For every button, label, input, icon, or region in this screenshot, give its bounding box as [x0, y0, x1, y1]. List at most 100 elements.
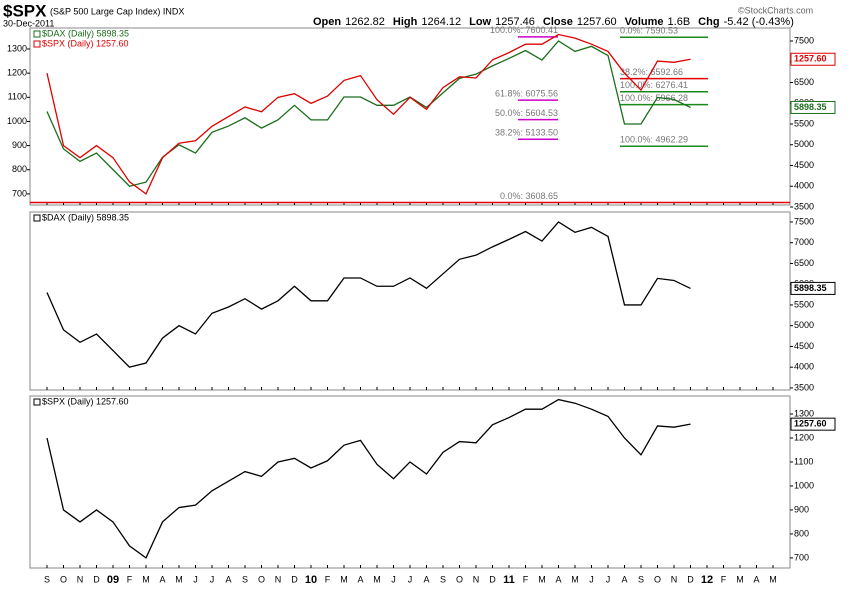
last-value-label: 1257.60	[794, 419, 827, 429]
x-tick-label: O	[654, 574, 661, 584]
fib-label: 0.0%: 7590.53	[620, 26, 678, 36]
x-tick-label: N	[473, 574, 480, 584]
y2-tick-label: 1300	[794, 408, 814, 418]
quote-label: High	[393, 16, 418, 28]
date: 30-Dec-2011	[3, 18, 54, 28]
x-tick-label: A	[225, 574, 231, 584]
x-tick-label: N	[275, 574, 282, 584]
y2-tick-label: 5500	[794, 118, 814, 128]
x-tick-label: M	[175, 574, 183, 584]
x-tick-label: D	[687, 574, 694, 584]
quote-value: 1264.12	[421, 16, 461, 28]
x-tick-label: 10	[305, 574, 317, 586]
x-tick-label: S	[638, 574, 644, 584]
y2-tick-label: 5000	[794, 320, 814, 330]
legend-entry: $DAX (Daily) 5898.35	[42, 212, 129, 222]
x-tick-label: D	[489, 574, 496, 584]
y2-tick-label: 800	[794, 528, 809, 538]
price-line	[46, 398, 691, 559]
x-tick-label: O	[258, 574, 265, 584]
x-tick-label: J	[391, 574, 396, 584]
x-tick-label: M	[340, 574, 348, 584]
x-tick-label: F	[523, 574, 529, 584]
quote-value: -5.42 (-0.43%)	[724, 16, 794, 28]
x-tick-label: A	[159, 574, 165, 584]
y2-tick-label: 6500	[794, 258, 814, 268]
y2-tick-label: 7500	[794, 35, 814, 45]
x-tick-label: 09	[107, 574, 119, 586]
x-tick-label: A	[621, 574, 627, 584]
legend-icon	[33, 398, 41, 406]
y2-tick-label: 5500	[794, 299, 814, 309]
x-tick-label: F	[127, 574, 133, 584]
x-tick-label: S	[44, 574, 50, 584]
quote-value: 1257.60	[577, 16, 617, 28]
quote-value: 1262.82	[345, 16, 385, 28]
y2-tick-label: 4000	[794, 181, 814, 191]
price-line	[46, 221, 691, 368]
quote-label: Low	[469, 16, 491, 28]
symbol-name: (S&P 500 Large Cap Index) INDX	[50, 6, 184, 16]
x-tick-label: D	[291, 574, 298, 584]
y2-tick-label: 3500	[794, 201, 814, 211]
quote-value: 1.6B	[668, 16, 691, 28]
y-tick-label: 900	[12, 140, 27, 150]
last-value-tag	[790, 417, 836, 431]
quote-value: 1257.46	[495, 16, 535, 28]
fib-label: 100.0%: 6276.41	[620, 80, 688, 90]
x-tick-label: A	[753, 574, 759, 584]
y2-tick-label: 4500	[794, 160, 814, 170]
y-tick-label: 800	[12, 164, 27, 174]
x-tick-label: A	[423, 574, 429, 584]
x-tick-label: M	[769, 574, 777, 584]
quote-label: Chg	[698, 16, 719, 28]
x-tick-label: S	[440, 574, 446, 584]
x-tick-label: 12	[701, 574, 713, 586]
y2-tick-label: 3500	[794, 382, 814, 392]
y2-tick-label: 1100	[794, 456, 813, 466]
credit: ©StockCharts.com	[738, 5, 813, 15]
last-value-tag	[790, 281, 836, 295]
y2-tick-label: 7500	[794, 216, 814, 226]
x-tick-label: F	[325, 574, 331, 584]
y-tick-label: 1000	[7, 116, 27, 126]
x-tick-label: O	[60, 574, 67, 584]
fib-label: 0.0%: 3608.65	[500, 191, 558, 201]
y2-tick-label: 1200	[794, 432, 814, 442]
y2-tick-label: 4500	[794, 341, 814, 351]
fib-label: 100.0%: 4962.29	[620, 135, 688, 145]
price-line	[46, 40, 691, 187]
fib-label: 100.0%: 5966.28	[620, 93, 688, 103]
legend-entry: $SPX (Daily) 1257.60	[42, 396, 129, 406]
x-tick-label: J	[606, 574, 611, 584]
x-tick-label: J	[589, 574, 594, 584]
price-line	[46, 33, 691, 195]
y2-tick-label: 1000	[794, 480, 814, 490]
x-tick-label: M	[736, 574, 744, 584]
y2-tick-label: 900	[794, 504, 809, 514]
legend-entry: $DAX (Daily) 5898.35	[42, 28, 129, 38]
quote-label: Volume	[625, 16, 664, 28]
x-tick-label: N	[77, 574, 84, 584]
last-value-tag	[790, 52, 836, 66]
y2-tick-label: 4000	[794, 362, 814, 372]
legend-icon	[33, 40, 41, 48]
x-tick-label: J	[210, 574, 215, 584]
legend-icon	[33, 214, 41, 222]
legend-icon	[33, 30, 41, 38]
legend-entry: $SPX (Daily) 1257.60	[42, 38, 129, 48]
x-tick-label: N	[671, 574, 678, 584]
x-tick-label: A	[555, 574, 561, 584]
y-tick-label: 1200	[7, 68, 27, 78]
y-tick-label: 1300	[7, 43, 27, 53]
x-tick-label: A	[357, 574, 363, 584]
quote-label: Open	[313, 16, 341, 28]
fib-label: 61.8%: 6075.56	[495, 88, 558, 98]
y-tick-label: 700	[12, 188, 27, 198]
symbol: $SPX	[3, 1, 47, 20]
x-tick-label: F	[721, 574, 727, 584]
y2-tick-label: 7000	[794, 237, 814, 247]
last-value-label: 5898.35	[794, 283, 827, 293]
x-tick-label: M	[538, 574, 546, 584]
